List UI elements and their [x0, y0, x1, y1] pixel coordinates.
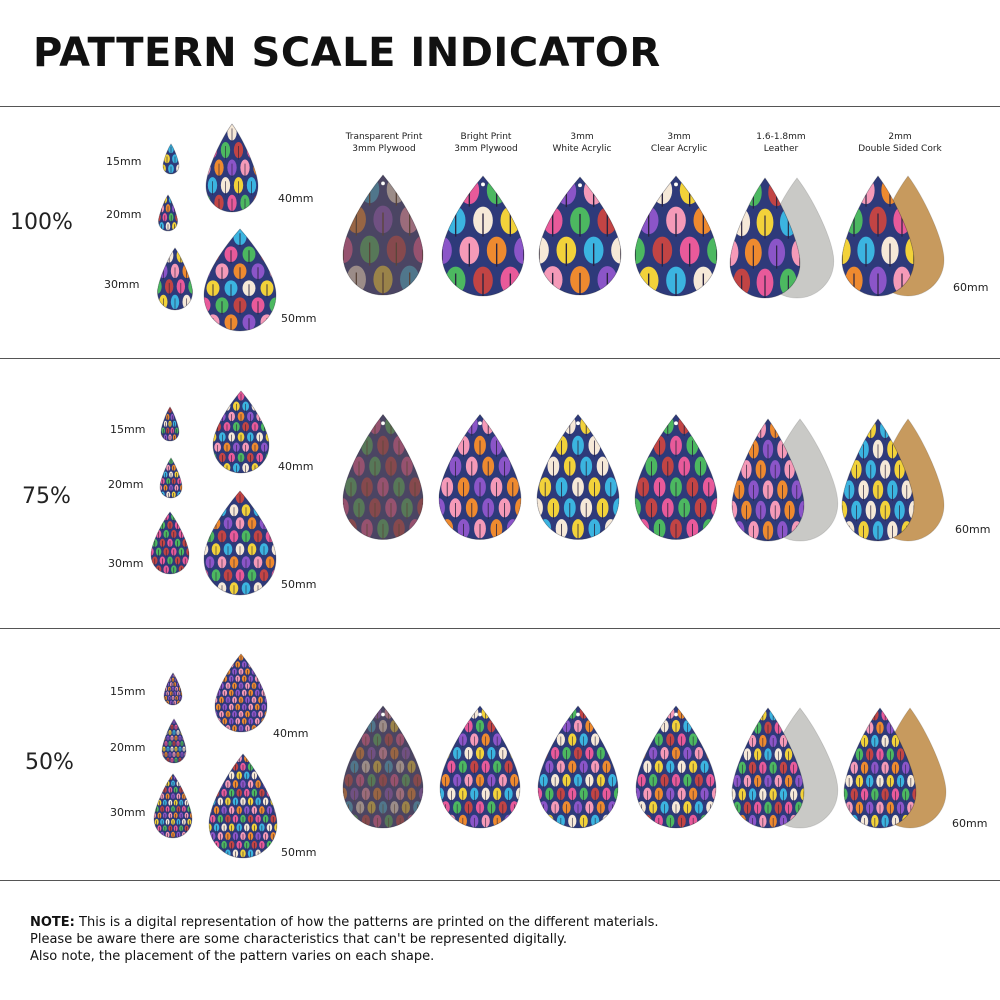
teardrop-sample: [538, 706, 618, 828]
size-label-50mm: 50mm: [281, 846, 317, 859]
note-line-2: Please be aware there are some character…: [30, 932, 567, 947]
page-title: PATTERN SCALE INDICATOR: [33, 30, 661, 76]
size-label-60mm: 60mm: [955, 523, 991, 536]
hole-dot: [380, 712, 386, 717]
teardrop-sample: [209, 754, 277, 858]
teardrop-sample: [343, 175, 423, 295]
teardrop-sample: [158, 195, 178, 231]
material-label-leather: 1.6-1.8mm Leather: [726, 131, 836, 155]
material-label-line2: Leather: [763, 144, 799, 154]
teardrop-sample: [343, 414, 423, 540]
material-label-clear-acrylic: 3mm Clear Acrylic: [624, 131, 734, 155]
material-label-line1: 2mm: [888, 132, 912, 142]
teardrop-sample: [442, 176, 524, 296]
hole-dot: [477, 712, 483, 717]
teardrop-sample: [635, 176, 717, 296]
hole-dot: [477, 420, 483, 426]
hole-dot: [673, 182, 679, 187]
teardrop-sample: [204, 229, 276, 331]
material-label-white-acrylic: 3mm White Acrylic: [527, 131, 637, 155]
size-label-15mm: 15mm: [106, 155, 142, 168]
material-label-line1: Transparent Print: [345, 132, 423, 142]
material-label-line1: 1.6-1.8mm: [756, 132, 806, 142]
size-label-40mm: 40mm: [273, 727, 309, 740]
divider-1: [0, 358, 1000, 359]
divider-bottom: [0, 880, 1000, 881]
hole-dot: [380, 421, 386, 426]
material-label-line1: 3mm: [570, 132, 594, 142]
size-label-60mm: 60mm: [953, 281, 989, 294]
material-label-line2: 3mm Plywood: [352, 144, 416, 154]
size-label-30mm: 30mm: [108, 557, 144, 570]
material-label-line2: Double Sided Cork: [858, 144, 942, 154]
divider-2: [0, 628, 1000, 629]
size-label-60mm: 60mm: [952, 817, 988, 830]
material-label-cork: 2mm Double Sided Cork: [845, 131, 955, 155]
teardrop-sample: [636, 706, 716, 828]
note-label: NOTE:: [30, 915, 75, 930]
material-label-line2: 3mm Plywood: [454, 144, 518, 154]
teardrop-sample: [206, 124, 258, 212]
material-label-line2: White Acrylic: [552, 144, 612, 154]
teardrop-sample: [162, 719, 186, 763]
scale-label-50: 50%: [25, 750, 74, 775]
teardrop-sample: [160, 458, 182, 498]
hole-dot: [577, 182, 583, 188]
size-label-40mm: 40mm: [278, 460, 314, 473]
scale-label-75: 75%: [22, 484, 71, 509]
size-label-20mm: 20mm: [108, 478, 144, 491]
size-label-40mm: 40mm: [278, 192, 314, 205]
size-label-50mm: 50mm: [281, 578, 317, 591]
size-label-20mm: 20mm: [106, 208, 142, 221]
material-label-line2: Clear Acrylic: [650, 144, 708, 154]
size-label-15mm: 15mm: [110, 685, 146, 698]
material-label-line1: Bright Print: [460, 132, 512, 142]
teardrop-sample: [213, 391, 269, 473]
teardrop-sample: [343, 706, 423, 828]
hole-dot: [480, 182, 486, 187]
teardrop-sample: [157, 248, 193, 310]
teardrop-sample: [539, 177, 621, 295]
teardrop-sample: [215, 654, 267, 732]
size-label-15mm: 15mm: [110, 423, 146, 436]
teardrop-sample: [151, 512, 189, 574]
material-label-line1: 3mm: [667, 132, 691, 142]
hole-dot: [673, 420, 679, 426]
teardrop-sample: [204, 491, 276, 595]
material-label-bright-plywood: Bright Print 3mm Plywood: [431, 131, 541, 155]
size-label-30mm: 30mm: [104, 278, 140, 291]
material-label-transparent-plywood: Transparent Print 3mm Plywood: [329, 131, 439, 155]
scale-label-100: 100%: [10, 210, 73, 235]
size-label-50mm: 50mm: [281, 312, 317, 325]
divider-top: [0, 106, 1000, 107]
hole-dot: [575, 712, 581, 717]
size-label-20mm: 20mm: [110, 741, 146, 754]
note-line-3: Also note, the placement of the pattern …: [30, 949, 435, 964]
size-label-30mm: 30mm: [110, 806, 146, 819]
note-line-1: This is a digital representation of how …: [79, 915, 659, 930]
note-block: NOTE: This is a digital representation o…: [30, 914, 659, 965]
teardrop-sample: [161, 407, 179, 441]
hole-dot: [575, 420, 581, 426]
teardrop-sample: [440, 706, 520, 828]
hole-dot: [673, 712, 679, 717]
teardrop-sample: [164, 673, 182, 705]
hole-dot: [380, 181, 386, 186]
